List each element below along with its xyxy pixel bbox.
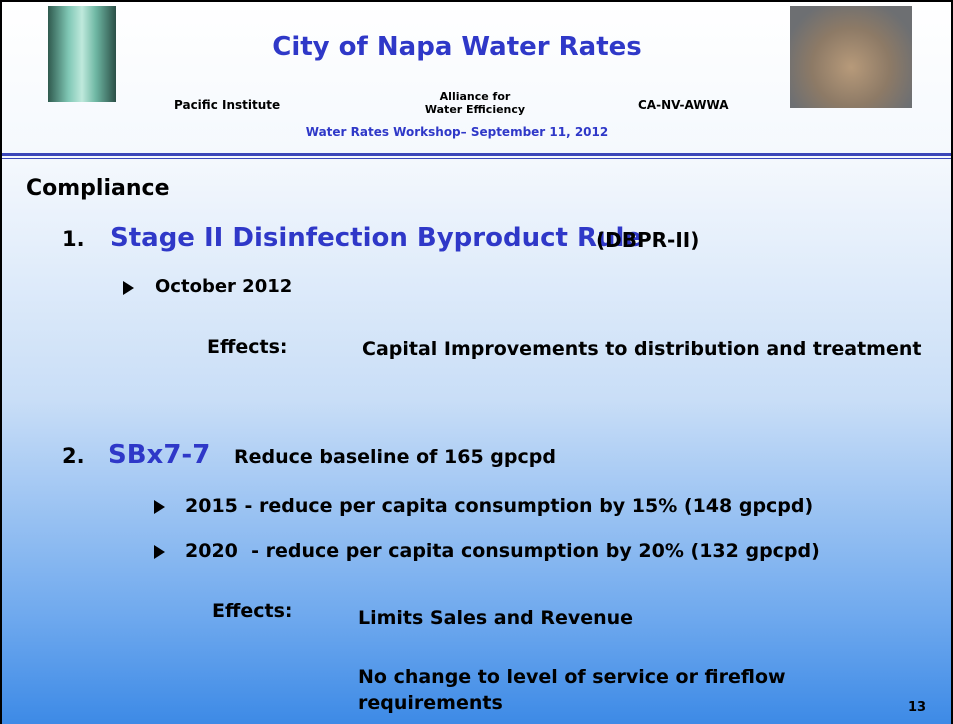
org: Alliance for Water Efficiency xyxy=(420,90,530,116)
item-note: (DBPR-II) xyxy=(596,228,699,252)
bullet-arrow xyxy=(154,545,165,559)
bullet: 2020 - reduce per capita consumption by … xyxy=(185,540,820,562)
bullet: October 2012 xyxy=(155,276,292,297)
effect: Limits Sales and Revenue xyxy=(358,607,633,629)
item-name: Stage II Disinfection Byproduct Rule xyxy=(110,223,642,253)
bullet-arrow xyxy=(123,281,134,295)
section-title: Compliance xyxy=(26,176,169,201)
bullet: 2015 - reduce per capita consumption by … xyxy=(185,495,813,517)
effect: Capital Improvements to distribution and… xyxy=(362,336,932,363)
effects-label: Effects: xyxy=(212,600,293,622)
title: City of Napa Water Rates xyxy=(2,32,912,62)
workshop: Water Rates Workshop– September 11, 2012 xyxy=(2,125,912,139)
item-note: Reduce baseline of 165 gpcpd xyxy=(234,446,556,468)
effect: No change to level of service or fireflo… xyxy=(358,664,798,716)
org: CA-NV-AWWA xyxy=(638,98,728,112)
divider xyxy=(2,153,951,156)
org: Pacific Institute xyxy=(174,98,280,112)
item-name: SBx7-7 xyxy=(108,440,210,470)
effects-label: Effects: xyxy=(207,336,288,358)
item-number: 1. xyxy=(62,227,85,251)
bullet-arrow xyxy=(154,500,165,514)
slide: City of Napa Water Rates Pacific Institu… xyxy=(0,0,953,724)
item-number: 2. xyxy=(62,444,85,468)
divider xyxy=(2,158,951,159)
page-number: 13 xyxy=(908,700,926,715)
